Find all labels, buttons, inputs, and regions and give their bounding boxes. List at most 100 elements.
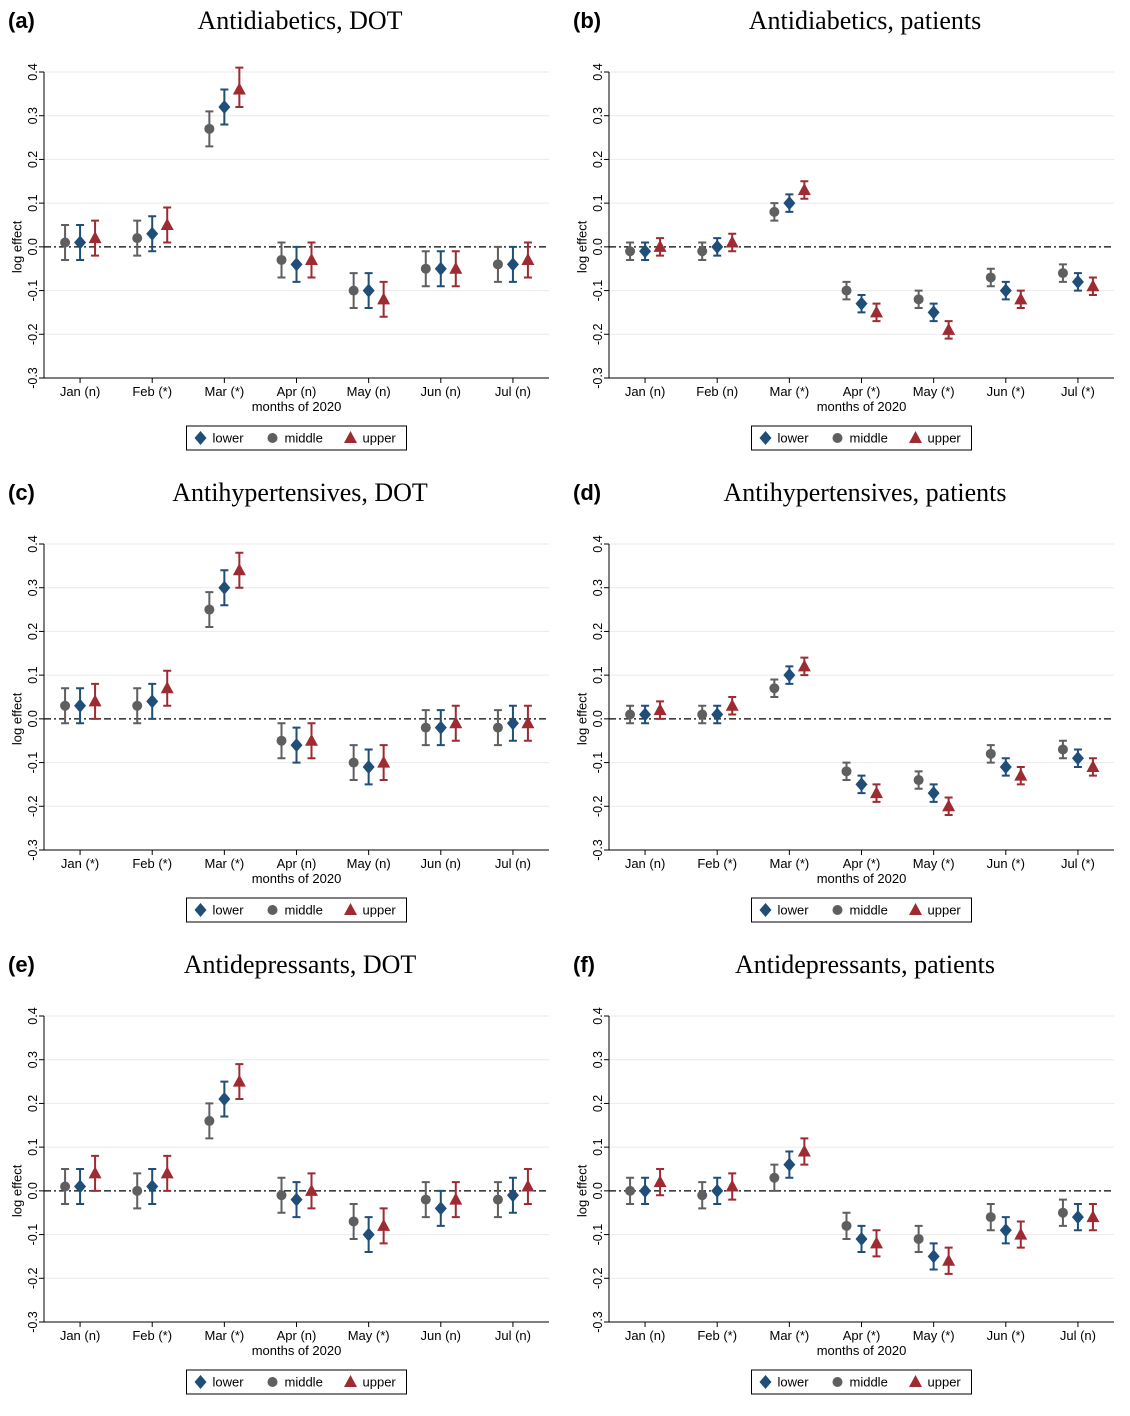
legend-label-middle: middle (285, 431, 323, 446)
data-point-upper (88, 231, 102, 244)
legend-label-middle: middle (285, 1375, 323, 1390)
data-point-lower (927, 786, 940, 801)
data-point-lower (146, 694, 159, 709)
y-tick-label: -0.2 (591, 1267, 605, 1289)
y-tick-label: -0.3 (26, 839, 40, 861)
data-point-lower (855, 777, 868, 792)
data-point-upper (870, 1236, 883, 1249)
data-point-upper (521, 1179, 535, 1192)
y-tick-label: 0.0 (591, 1182, 605, 1199)
data-point-upper (521, 716, 535, 729)
x-tick-label: Feb (*) (132, 1328, 172, 1343)
x-tick-label: May (*) (913, 1328, 955, 1343)
data-point-upper (232, 563, 246, 576)
data-point-middle (348, 757, 359, 768)
x-tick-label: Jul (*) (1061, 384, 1095, 399)
data-point-upper (653, 1175, 667, 1188)
legend-label-lower: lower (213, 903, 245, 918)
y-tick-label: 0.2 (591, 151, 605, 168)
legend-marker-upper (909, 903, 922, 915)
series-middle (625, 1163, 1068, 1254)
legend-marker-lower (759, 903, 772, 917)
x-tick-label: May (n) (347, 384, 391, 399)
y-tick-label: 0.3 (591, 107, 605, 124)
legend-marker-lower (759, 431, 772, 445)
series-lower (74, 569, 519, 786)
y-tick-label: 0.4 (591, 63, 605, 80)
legend (751, 425, 972, 451)
data-point-lower (362, 283, 375, 298)
legend-label-upper: upper (363, 1375, 397, 1390)
x-tick-label: Jun (*) (987, 384, 1025, 399)
data-point-lower (1071, 1210, 1084, 1225)
y-tick-label: -0.2 (26, 1267, 40, 1289)
data-point-lower (927, 1249, 940, 1264)
x-tick-label: Jun (n) (421, 1328, 461, 1343)
data-point-middle (60, 237, 71, 248)
data-point-lower (783, 1157, 796, 1172)
data-point-lower (927, 305, 940, 320)
x-tick-label: Jan (n) (60, 1328, 100, 1343)
x-tick-label: Jun (*) (987, 856, 1025, 871)
x-tick-label: Mar (*) (769, 856, 809, 871)
data-point-upper (1086, 1210, 1100, 1223)
chart-plot: -0.3 -0.2 -0.1 0.0 0.1 0.2 0.3 0.4 Jan (n) Feb (n… (575, 63, 1114, 451)
y-axis-label: log effect (10, 1164, 25, 1217)
data-point-middle (492, 259, 503, 270)
x-tick-label: May (*) (348, 1328, 390, 1343)
y-tick-label: 0.2 (26, 1095, 40, 1112)
data-point-middle (985, 1212, 996, 1223)
chart-plot: -0.3 -0.2 -0.1 0.0 0.1 0.2 0.3 0.4 Jan (n) Feb (*… (575, 1007, 1114, 1395)
chart-title: Antidiabetics, DOT (197, 6, 403, 35)
data-point-middle (913, 294, 924, 305)
data-point-upper (449, 1192, 463, 1205)
data-point-middle (913, 775, 924, 786)
data-point-middle (420, 263, 431, 274)
data-point-lower (783, 668, 796, 683)
data-point-upper (797, 1144, 811, 1157)
x-tick-label: Feb (*) (697, 1328, 737, 1343)
x-axis-label: months of 2020 (252, 1343, 342, 1358)
data-point-lower (999, 283, 1012, 298)
y-tick-label: 0.0 (591, 238, 605, 255)
x-tick-label: Apr (*) (843, 856, 881, 871)
series-middle (625, 202, 1068, 310)
x-tick-label: Jan (n) (60, 384, 100, 399)
series-lower (74, 88, 519, 310)
data-point-lower (783, 196, 796, 211)
legend-marker-lower (194, 903, 207, 917)
data-point-upper (377, 292, 391, 305)
legend-label-lower: lower (213, 431, 245, 446)
y-tick-label: 0.3 (26, 107, 40, 124)
x-tick-label: Jun (n) (421, 384, 461, 399)
y-tick-label: -0.1 (26, 752, 40, 774)
x-axis-label: months of 2020 (817, 1343, 907, 1358)
y-tick-label: 0.0 (26, 1182, 40, 1199)
data-point-upper (232, 1074, 246, 1087)
legend-label-lower: lower (778, 431, 810, 446)
series-lower (74, 1080, 519, 1254)
y-tick-label: 0.2 (591, 1095, 605, 1112)
data-point-middle (204, 1115, 215, 1126)
data-point-upper (942, 1253, 956, 1266)
chart-plot: -0.3 -0.2 -0.1 0.0 0.1 0.2 0.3 0.4 Jan (n) Feb (*… (10, 1007, 549, 1395)
legend-marker-middle (832, 1377, 843, 1387)
x-tick-label: Apr (*) (843, 1328, 881, 1343)
data-point-lower (711, 239, 724, 254)
legend-label-lower: lower (778, 903, 810, 918)
data-point-upper (88, 1166, 102, 1179)
y-tick-label: -0.1 (26, 1224, 40, 1246)
legend-label-lower: lower (213, 1375, 245, 1390)
series-upper (653, 656, 1100, 817)
y-tick-label: 0.3 (591, 579, 605, 596)
y-axis-label: log effect (10, 220, 25, 273)
data-point-lower (146, 226, 159, 241)
data-point-middle (420, 1194, 431, 1205)
data-point-middle (492, 1194, 503, 1205)
y-tick-label: 0.2 (26, 623, 40, 640)
data-point-middle (1057, 1207, 1068, 1218)
legend (751, 1369, 972, 1395)
chart-panel: (c) Antihypertensives, DOT -0.3 -0.2 -0.1 0.0… (0, 472, 565, 944)
data-point-lower (639, 1183, 652, 1198)
